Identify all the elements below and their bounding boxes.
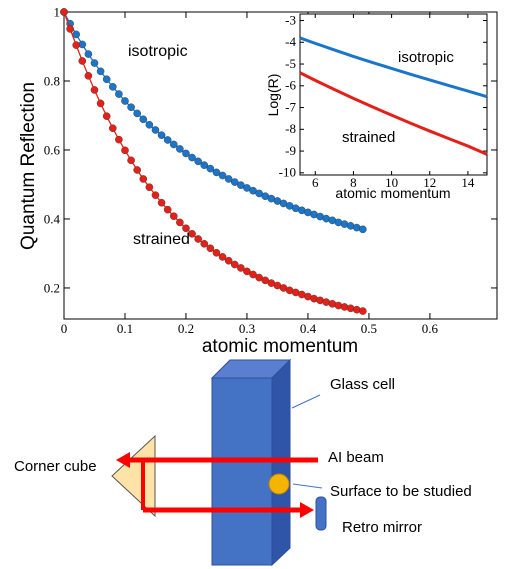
- point: [146, 184, 153, 191]
- x-tick-label: 0: [61, 321, 68, 336]
- point: [201, 240, 208, 247]
- point: [170, 141, 177, 148]
- point: [359, 226, 366, 233]
- x-tick-label: 0.4: [300, 321, 317, 336]
- point: [176, 145, 183, 152]
- point: [85, 72, 92, 79]
- annotation: isotropic: [398, 49, 454, 66]
- y-tick-label: -6: [285, 78, 296, 93]
- point: [176, 219, 183, 226]
- surface: [269, 474, 289, 494]
- label: Retro mirror: [342, 519, 422, 536]
- point: [115, 136, 122, 143]
- y-tick-label: 0.8: [44, 74, 60, 89]
- y-tick-label: -8: [285, 121, 296, 136]
- y-tick-label: -3: [285, 12, 296, 27]
- retro-mirror: [316, 497, 326, 530]
- pointer: [292, 395, 320, 408]
- point: [91, 86, 98, 93]
- point: [213, 249, 220, 256]
- plot-area: [300, 14, 487, 175]
- label: Surface to be studied: [330, 483, 472, 500]
- point: [60, 8, 67, 15]
- point: [170, 213, 177, 220]
- point: [359, 307, 366, 314]
- point: [152, 126, 159, 133]
- arrow-head: [300, 502, 314, 518]
- point: [97, 100, 104, 107]
- x-tick-label: 0.2: [178, 321, 194, 336]
- y-tick-label: -10: [279, 165, 296, 180]
- label: Corner cube: [14, 458, 97, 475]
- point: [158, 132, 165, 139]
- y-tick-label: 0.6: [44, 143, 61, 158]
- point: [207, 245, 214, 252]
- point: [97, 68, 104, 75]
- point: [127, 157, 134, 164]
- pointer: [293, 484, 322, 488]
- point: [109, 83, 116, 90]
- point: [140, 116, 147, 123]
- point: [134, 166, 141, 173]
- y-tick-label: 1: [54, 5, 61, 20]
- point: [164, 206, 171, 213]
- point: [103, 113, 110, 120]
- x-tick-label: 0.5: [361, 321, 377, 336]
- y-tick-label: -5: [285, 56, 296, 71]
- point: [134, 110, 141, 117]
- point: [195, 235, 202, 242]
- point: [146, 121, 153, 128]
- annotation: strained: [133, 231, 190, 248]
- charts: 0 0.1 0.2 0.3 0.4 0.5 0.6 0.2 0.4 0.6 0.8 1 atomic m…: [18, 5, 497, 357]
- x-axis-label: atomic momentum: [202, 336, 358, 357]
- point: [91, 59, 98, 66]
- cell-front: [212, 378, 272, 565]
- x-tick-label: 0.3: [239, 321, 255, 336]
- x-axis-label: atomic momentum: [335, 185, 450, 201]
- point: [121, 97, 128, 104]
- corner-cube: [112, 436, 155, 516]
- point: [182, 150, 189, 157]
- x-tick-label: 6: [312, 175, 319, 190]
- y-tick-label: -4: [285, 34, 296, 49]
- y-tick-label: 0.4: [44, 212, 61, 227]
- x-tick-label: 0.6: [422, 321, 439, 336]
- y-axis-label: Log(R): [265, 74, 281, 117]
- annotation: isotropic: [128, 43, 188, 60]
- annotation: strained: [342, 129, 395, 146]
- label: Glass cell: [330, 376, 395, 393]
- x-tick-label: 0.1: [117, 321, 133, 336]
- point: [164, 136, 171, 143]
- point: [140, 175, 147, 182]
- point: [66, 25, 73, 32]
- point: [152, 192, 159, 199]
- y-tick-label: -7: [285, 99, 296, 114]
- point: [127, 104, 134, 111]
- point: [103, 76, 110, 83]
- point: [85, 50, 92, 57]
- point: [73, 42, 80, 49]
- diagram: Glass cell Corner cube AI beam Surface t…: [14, 360, 472, 565]
- point: [79, 57, 86, 64]
- point: [109, 125, 116, 132]
- point: [158, 199, 165, 206]
- point: [121, 147, 128, 154]
- y-axis-label: Quantum Reflection: [18, 82, 39, 250]
- label: AI beam: [328, 449, 384, 466]
- y-tick-label: -9: [285, 143, 296, 158]
- figure: 0 0.1 0.2 0.3 0.4 0.5 0.6 0.2 0.4 0.6 0.8 1 atomic m…: [0, 0, 510, 569]
- point: [115, 90, 122, 97]
- y-tick-label: 0.2: [44, 281, 60, 296]
- x-tick-label: 14: [461, 175, 475, 190]
